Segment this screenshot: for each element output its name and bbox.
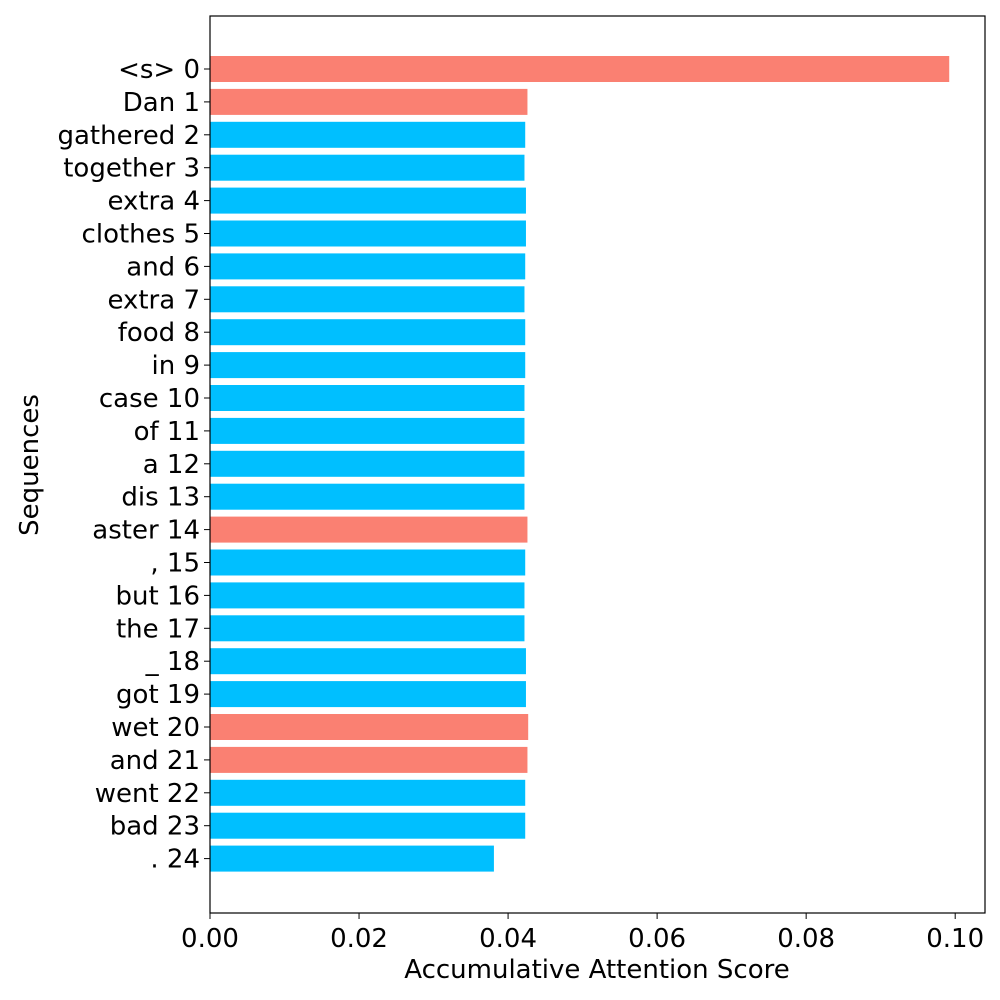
- x-tick-label: 0.06: [628, 924, 686, 954]
- bar: [210, 516, 528, 543]
- y-tick-label: food 8: [118, 318, 200, 348]
- bar: [210, 845, 494, 872]
- y-tick-label: and 21: [110, 746, 200, 776]
- bar: [210, 286, 525, 313]
- y-axis-label: Sequences: [15, 394, 45, 536]
- y-tick-label: extra 7: [107, 285, 200, 315]
- x-tick-label: 0.02: [330, 924, 388, 954]
- y-tick-label: of 11: [134, 417, 200, 447]
- bar: [210, 56, 950, 82]
- y-tick-label: extra 4: [107, 187, 200, 217]
- bar: [210, 187, 526, 214]
- y-tick-label: got 19: [116, 680, 200, 710]
- bar: [210, 121, 526, 148]
- y-tick-label: Dan 1: [123, 88, 200, 118]
- y-tick-label: but 16: [115, 581, 200, 611]
- y-tick-label: gathered 2: [57, 121, 200, 151]
- bar: [210, 615, 525, 642]
- y-tick-label: in 9: [151, 351, 200, 381]
- y-tick-label: wet 20: [111, 713, 200, 743]
- bar: [210, 681, 526, 708]
- bar: [210, 319, 526, 346]
- y-tick-label: and 6: [126, 252, 200, 282]
- bar: [210, 352, 526, 379]
- y-tick-label: dis 13: [121, 483, 200, 513]
- bar: [210, 154, 525, 181]
- bar: [210, 714, 529, 740]
- plot-frame: [209, 15, 986, 914]
- y-tick-label: <s> 0: [118, 55, 200, 85]
- bar: [210, 220, 526, 247]
- bar: [210, 385, 525, 411]
- y-tick-label: _ 18: [145, 647, 200, 677]
- y-tick-label: case 10: [99, 384, 200, 414]
- x-tick-label: 0.04: [479, 924, 537, 954]
- y-tick-label: . 24: [150, 845, 200, 875]
- bar: [210, 779, 526, 806]
- y-tick-label: went 22: [95, 779, 200, 809]
- x-tick-label: 0.08: [777, 924, 835, 954]
- y-tick-label: the 17: [116, 614, 200, 644]
- bar: [210, 746, 528, 773]
- y-tick-label: a 12: [143, 450, 200, 480]
- y-tick-label: , 15: [150, 549, 200, 579]
- bar: [210, 549, 526, 576]
- x-axis-label: Accumulative Attention Score: [404, 955, 790, 985]
- y-tick-label: together 3: [63, 154, 200, 184]
- bar: [210, 450, 525, 477]
- y-tick-label: clothes 5: [82, 220, 200, 250]
- x-tick-label: 0.10: [926, 924, 984, 954]
- y-tick-label: aster 14: [92, 516, 200, 546]
- y-tick-label: bad 23: [110, 812, 200, 842]
- bars-group: [210, 56, 950, 872]
- bar: [210, 648, 526, 675]
- bar: [210, 483, 525, 510]
- bar: [210, 253, 526, 280]
- x-tick-label: 0.00: [181, 924, 239, 954]
- bar: [210, 88, 528, 115]
- bar: [210, 582, 525, 609]
- bar: [210, 417, 525, 444]
- bar: [210, 812, 526, 839]
- x-ticks-group: 0.00 0.02 0.04 0.06 0.08 0.10: [181, 913, 984, 954]
